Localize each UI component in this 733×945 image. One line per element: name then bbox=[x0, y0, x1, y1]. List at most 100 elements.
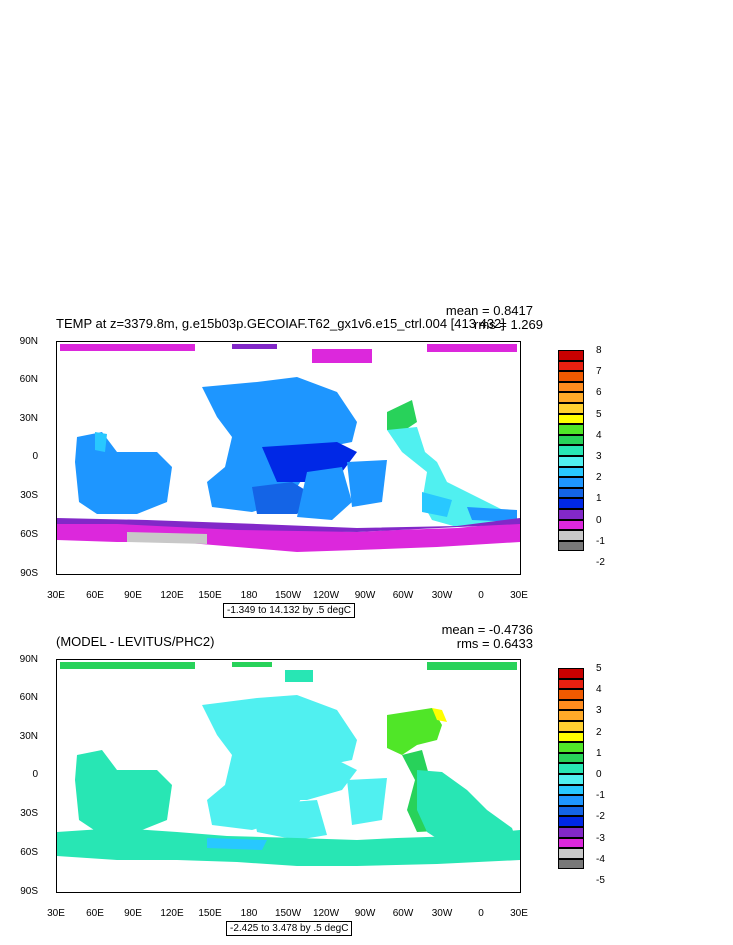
lat-label: 60N bbox=[19, 374, 38, 385]
colorbar-swatch bbox=[558, 424, 584, 435]
lon-label: 0 bbox=[478, 908, 484, 919]
lat-label: 90S bbox=[20, 568, 38, 579]
lon-label: 30W bbox=[431, 908, 453, 919]
lat-label: 0 bbox=[32, 451, 38, 462]
mean-stat: mean = -0.4736 bbox=[441, 622, 533, 637]
colorbar-swatch bbox=[558, 784, 584, 796]
colorbar-label: 2 bbox=[596, 726, 602, 738]
colorbar-swatch bbox=[558, 371, 584, 382]
lat-label: 90N bbox=[19, 336, 38, 347]
colorbar-swatch bbox=[558, 487, 584, 499]
lon-label: 150E bbox=[198, 908, 222, 919]
colorbar: 8 7 6 5 4 3 2 1 0 -1 -2 bbox=[558, 345, 618, 568]
lon-label: 60E bbox=[86, 590, 104, 601]
lat-label: 60N bbox=[19, 692, 38, 703]
rms-stat: rms = 0.6433 bbox=[456, 636, 533, 651]
colorbar-swatch bbox=[558, 403, 584, 414]
lon-label: 150W bbox=[274, 590, 302, 601]
lat-label: 0 bbox=[32, 769, 38, 780]
colorbar-label: -1 bbox=[596, 535, 605, 547]
colorbar-label: 0 bbox=[596, 514, 602, 526]
colorbar-swatch bbox=[558, 445, 584, 456]
contour-range-label: -1.349 to 14.132 by .5 degC bbox=[223, 603, 355, 618]
lon-label: 180 bbox=[240, 590, 258, 601]
colorbar-swatch bbox=[558, 350, 584, 361]
lon-label: 120E bbox=[160, 590, 184, 601]
colorbar-label: 4 bbox=[596, 429, 602, 441]
colorbar-label: 3 bbox=[596, 451, 602, 462]
colorbar-swatch bbox=[558, 774, 584, 785]
map-fields bbox=[57, 662, 520, 866]
lat-label: 30N bbox=[19, 731, 38, 742]
colorbar-swatch bbox=[558, 689, 584, 700]
colorbar-swatch bbox=[558, 477, 584, 488]
colorbar-label: 7 bbox=[596, 366, 602, 378]
colorbar-swatch bbox=[558, 827, 584, 838]
colorbar-swatch bbox=[558, 392, 584, 403]
lon-label: 150E bbox=[198, 590, 222, 601]
map-fields bbox=[57, 344, 520, 552]
colorbar-swatch bbox=[558, 678, 584, 690]
lon-label: 60W bbox=[392, 908, 414, 919]
colorbar-swatch bbox=[558, 795, 584, 806]
panel-title: TEMP at z=3379.8m, g.e15b03p.GECOIAF.T62… bbox=[56, 316, 505, 331]
colorbar-swatch bbox=[558, 816, 584, 827]
lat-label: 60S bbox=[20, 847, 38, 858]
colorbar-swatch bbox=[558, 530, 584, 541]
colorbar-label: 3 bbox=[596, 705, 602, 717]
colorbar-label: 2 bbox=[596, 472, 602, 484]
lon-label: 90W bbox=[354, 590, 376, 601]
colorbar-swatch bbox=[558, 413, 584, 425]
colorbar-label: 1 bbox=[596, 747, 602, 759]
colorbar-swatch bbox=[558, 752, 584, 764]
colorbar-swatch bbox=[558, 456, 584, 467]
lon-label: 120W bbox=[312, 590, 340, 601]
colorbar-swatch bbox=[558, 742, 584, 753]
colorbar-swatch bbox=[558, 710, 584, 721]
mean-stat: mean = 0.8417 bbox=[445, 303, 533, 318]
colorbar-swatch bbox=[558, 763, 584, 774]
colorbar-label: -5 bbox=[596, 875, 605, 886]
colorbar-label: 4 bbox=[596, 684, 602, 696]
lon-label: 30E bbox=[510, 908, 528, 919]
lon-label: 30E bbox=[510, 590, 528, 601]
colorbar-swatch bbox=[558, 381, 584, 393]
colorbar: 5 4 3 2 1 0 -1 -2 -3 -4 -5 bbox=[558, 663, 618, 886]
colorbar-label: 5 bbox=[596, 408, 602, 420]
lon-label: 180 bbox=[240, 908, 258, 919]
colorbar-label: -4 bbox=[596, 853, 605, 865]
lon-label: 90W bbox=[354, 908, 376, 919]
colorbar-swatch bbox=[558, 498, 584, 509]
lon-label: 60W bbox=[392, 590, 414, 601]
colorbar-swatch bbox=[558, 858, 584, 870]
panel-title: (MODEL - LEVITUS/PHC2) bbox=[56, 634, 215, 649]
lat-label: 30S bbox=[20, 808, 38, 819]
colorbar-swatch bbox=[558, 805, 584, 817]
colorbar-swatch bbox=[558, 519, 584, 531]
colorbar-label: -3 bbox=[596, 832, 605, 844]
colorbar-swatch bbox=[558, 360, 584, 372]
map-plot bbox=[56, 659, 521, 893]
colorbar-label: -2 bbox=[596, 557, 605, 568]
colorbar-swatch bbox=[558, 466, 584, 478]
colorbar-swatch bbox=[558, 540, 584, 552]
lon-label: 120W bbox=[312, 908, 340, 919]
colorbar-swatch bbox=[558, 721, 584, 732]
colorbar-swatch bbox=[558, 848, 584, 859]
lat-label: 90N bbox=[19, 654, 38, 665]
colorbar-swatch bbox=[558, 731, 584, 743]
colorbar-swatch bbox=[558, 509, 584, 520]
colorbar-label: -2 bbox=[596, 811, 605, 823]
colorbar-label: 1 bbox=[596, 493, 602, 505]
lon-label: 30E bbox=[47, 908, 65, 919]
colorbar-label: 6 bbox=[596, 387, 602, 399]
colorbar-swatch bbox=[558, 837, 584, 849]
lon-label: 30W bbox=[431, 590, 453, 601]
lon-label: 120E bbox=[160, 908, 184, 919]
contour-range-label: -2.425 to 3.478 by .5 degC bbox=[226, 921, 353, 936]
colorbar-label: 8 bbox=[596, 345, 602, 356]
colorbar-label: 0 bbox=[596, 769, 602, 780]
lon-label: 60E bbox=[86, 908, 104, 919]
lat-label: 30N bbox=[19, 413, 38, 424]
lon-label: 30E bbox=[47, 590, 65, 601]
